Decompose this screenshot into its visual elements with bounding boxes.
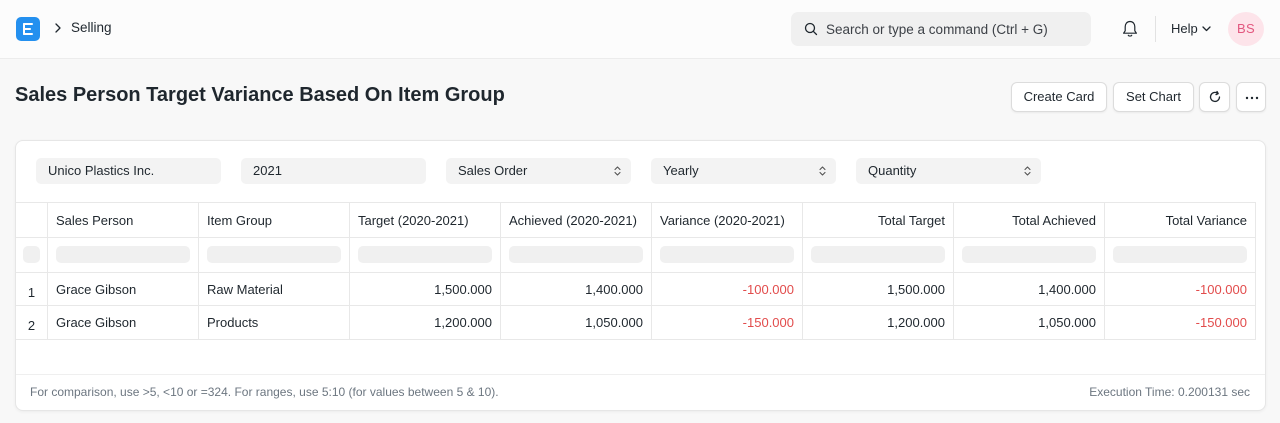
search-input[interactable]: [826, 12, 1081, 46]
refresh-icon: [1209, 90, 1221, 103]
row-number-header: [16, 203, 48, 237]
table-cell[interactable]: -100.000: [1105, 273, 1256, 305]
report-card: Unico Plastics Inc. 2021 Sales Order Yea…: [15, 140, 1266, 411]
table-cell[interactable]: 1,200.000: [350, 306, 501, 339]
more-options-button[interactable]: [1236, 82, 1266, 112]
search-bar[interactable]: [791, 12, 1091, 46]
column-header[interactable]: Achieved (2020-2021): [501, 203, 652, 237]
breadcrumb-selling[interactable]: Selling: [71, 20, 112, 35]
column-filter-input[interactable]: [350, 238, 501, 272]
column-filter-input[interactable]: [803, 238, 954, 272]
doctype-select-value: Sales Order: [458, 163, 528, 178]
footer-divider: [16, 374, 1265, 375]
row-number: 1: [16, 273, 48, 305]
execution-time: Execution Time: 0.200131 sec: [1089, 385, 1250, 399]
column-filter-input[interactable]: [1105, 238, 1256, 272]
doctype-select[interactable]: Sales Order: [446, 158, 631, 184]
table-cell[interactable]: -150.000: [652, 306, 803, 339]
period-select[interactable]: Yearly: [651, 158, 836, 184]
row-number-filter: [16, 238, 48, 272]
navbar: Selling Help BS: [0, 0, 1280, 59]
chevron-right-icon: [55, 23, 61, 33]
column-header[interactable]: Total Target: [803, 203, 954, 237]
table-row[interactable]: 1 Grace Gibson Raw Material 1,500.000 1,…: [16, 273, 1256, 306]
table-cell[interactable]: 1,050.000: [954, 306, 1105, 339]
table-cell[interactable]: -100.000: [652, 273, 803, 305]
fiscal-year-filter[interactable]: 2021: [241, 158, 426, 184]
help-menu[interactable]: Help: [1171, 21, 1198, 36]
table-cell[interactable]: 1,400.000: [501, 273, 652, 305]
page-title: Sales Person Target Variance Based On It…: [15, 84, 505, 106]
table-filter-row: [16, 238, 1256, 273]
notification-bell-icon[interactable]: [1121, 19, 1139, 39]
create-card-button[interactable]: Create Card: [1011, 82, 1107, 112]
column-header[interactable]: Target (2020-2021): [350, 203, 501, 237]
column-header[interactable]: Total Achieved: [954, 203, 1105, 237]
table-cell[interactable]: 1,050.000: [501, 306, 652, 339]
column-header[interactable]: Total Variance: [1105, 203, 1256, 237]
period-select-value: Yearly: [663, 163, 699, 178]
table-cell[interactable]: Grace Gibson: [48, 273, 199, 305]
column-header[interactable]: Variance (2020-2021): [652, 203, 803, 237]
refresh-button[interactable]: [1199, 82, 1230, 112]
column-header[interactable]: Sales Person: [48, 203, 199, 237]
search-icon: [804, 22, 818, 36]
app-logo-icon[interactable]: [16, 17, 40, 41]
table-cell[interactable]: Raw Material: [199, 273, 350, 305]
user-avatar[interactable]: BS: [1228, 12, 1264, 46]
select-arrows-icon: [819, 166, 826, 176]
target-on-select-value: Quantity: [868, 163, 917, 178]
table-cell[interactable]: 1,400.000: [954, 273, 1105, 305]
company-filter[interactable]: Unico Plastics Inc.: [36, 158, 221, 184]
table-cell[interactable]: Grace Gibson: [48, 306, 199, 339]
table-cell[interactable]: -150.000: [1105, 306, 1256, 339]
column-filter-input[interactable]: [501, 238, 652, 272]
column-header[interactable]: Item Group: [199, 203, 350, 237]
target-on-select[interactable]: Quantity: [856, 158, 1041, 184]
select-arrows-icon: [614, 166, 621, 176]
table-header-row: Sales Person Item Group Target (2020-202…: [16, 202, 1256, 238]
column-filter-input[interactable]: [199, 238, 350, 272]
ellipsis-icon: [1245, 96, 1259, 100]
column-filter-input[interactable]: [652, 238, 803, 272]
column-filter-input[interactable]: [48, 238, 199, 272]
row-number: 2: [16, 306, 48, 339]
table-row[interactable]: 2 Grace Gibson Products 1,200.000 1,050.…: [16, 306, 1256, 340]
filter-help-text: For comparison, use >5, <10 or =324. For…: [30, 385, 499, 399]
table-cell[interactable]: 1,500.000: [803, 273, 954, 305]
table-cell[interactable]: 1,200.000: [803, 306, 954, 339]
column-filter-input[interactable]: [954, 238, 1105, 272]
set-chart-button[interactable]: Set Chart: [1113, 82, 1194, 112]
table-cell[interactable]: Products: [199, 306, 350, 339]
select-arrows-icon: [1024, 166, 1031, 176]
chevron-down-icon[interactable]: [1202, 26, 1211, 32]
table-cell[interactable]: 1,500.000: [350, 273, 501, 305]
navbar-divider: [1155, 16, 1156, 42]
